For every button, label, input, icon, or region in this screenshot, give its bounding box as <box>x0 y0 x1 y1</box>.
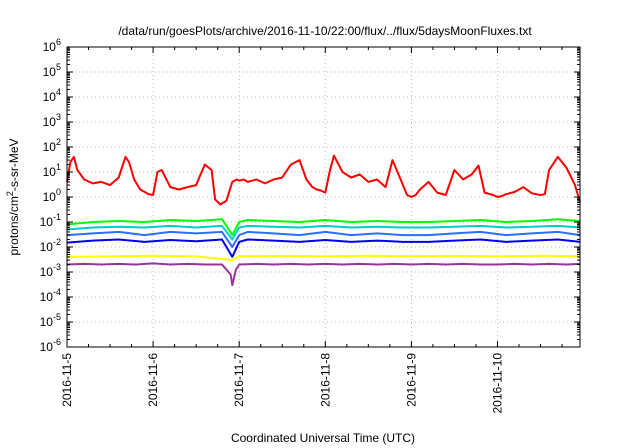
y-tick-base: 10 <box>43 40 57 54</box>
y-tick-base: 10 <box>40 265 54 279</box>
series-line-5 <box>66 238 581 258</box>
y-axis-label-sup: 2 <box>5 191 15 196</box>
series-line-7 <box>66 262 581 287</box>
x-axis-label: Coordinated Universal Time (UTC) <box>231 431 415 445</box>
grid-lines <box>67 47 580 347</box>
y-tick-base: 10 <box>43 90 57 104</box>
y-tick-exp: 0 <box>56 187 61 197</box>
chart-title: /data/run/goesPlots/archive/2016-11-10/2… <box>118 24 532 38</box>
x-tick-label: 2016-11-10 <box>490 353 504 414</box>
y-tick-label: 10-5 <box>40 312 61 329</box>
x-tick-label: 2016-11-9 <box>404 353 418 407</box>
y-tick-label: 10-4 <box>40 287 61 304</box>
y-tick-base: 10 <box>43 115 57 129</box>
y-tick-base: 10 <box>43 65 57 79</box>
y-tick-base: 10 <box>43 190 57 204</box>
y-tick-exp: -4 <box>53 287 61 297</box>
series-line-4 <box>66 230 581 248</box>
y-tick-base: 10 <box>40 315 54 329</box>
y-axis-label-post: -s-sr-MeV <box>7 138 21 191</box>
y-tick-label: 104 <box>43 87 61 104</box>
y-tick-exp: -1 <box>53 212 61 222</box>
y-tick-label: 103 <box>43 112 61 129</box>
axis-ticks <box>66 46 580 348</box>
x-tick-label: 2016-11-5 <box>60 353 74 407</box>
y-tick-exp: 5 <box>56 62 61 72</box>
series-line-6 <box>66 254 581 262</box>
x-tick-label: 2016-11-7 <box>232 353 246 407</box>
series-lines <box>66 154 582 287</box>
y-tick-label: 100 <box>43 187 61 204</box>
y-tick-label: 102 <box>43 137 61 154</box>
y-tick-base: 10 <box>40 215 54 229</box>
y-tick-label: 105 <box>43 62 61 79</box>
x-tick-label: 2016-11-8 <box>318 353 332 407</box>
y-tick-label: 10-6 <box>40 337 61 354</box>
y-tick-label: 10-3 <box>40 262 61 279</box>
y-tick-base: 10 <box>43 140 57 154</box>
y-tick-base: 10 <box>40 290 54 304</box>
y-tick-label: 10-1 <box>40 212 61 229</box>
y-tick-base: 10 <box>40 240 54 254</box>
x-tick-labels: 2016-11-5 2016-11-6 2016-11-7 2016-11-8 2016… <box>60 353 504 414</box>
y-tick-exp: 1 <box>56 162 61 172</box>
y-tick-label: 106 <box>43 37 61 54</box>
y-tick-label: 101 <box>43 162 61 179</box>
series-line-1 <box>66 154 582 206</box>
x-tick-label: 2016-11-6 <box>146 353 160 407</box>
y-tick-exp: 4 <box>56 87 61 97</box>
y-tick-base: 10 <box>40 340 54 354</box>
y-tick-exp: -5 <box>53 312 61 322</box>
series-line-3 <box>66 224 581 241</box>
y-axis-label: protons/cm2-s-sr-MeV <box>5 138 21 255</box>
y-tick-labels: 10-610-510-410-310-210-11001011021031041… <box>40 37 61 354</box>
y-tick-exp: -6 <box>53 337 61 347</box>
y-tick-exp: -2 <box>53 237 61 247</box>
y-tick-exp: 3 <box>56 112 61 122</box>
series-line-2 <box>66 218 581 237</box>
y-tick-exp: -3 <box>53 262 61 272</box>
y-tick-exp: 2 <box>56 137 61 147</box>
y-tick-base: 10 <box>43 165 57 179</box>
y-axis-label-pre: protons/cm <box>7 196 21 255</box>
y-tick-label: 10-2 <box>40 237 61 254</box>
y-tick-exp: 6 <box>56 37 61 47</box>
